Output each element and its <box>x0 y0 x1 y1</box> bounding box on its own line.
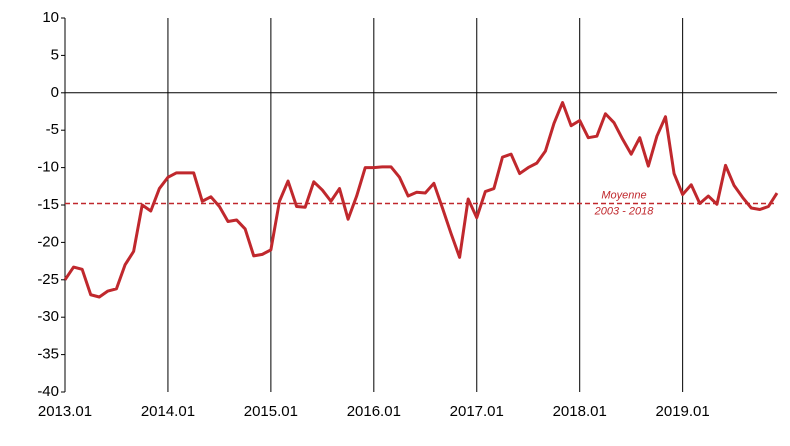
x-tick-label: 2013.01 <box>38 403 92 420</box>
x-tick-label: 2016.01 <box>347 403 401 420</box>
y-tick-label: 10 <box>42 9 59 26</box>
y-tick-label: -35 <box>37 346 59 363</box>
x-tick-label: 2019.01 <box>656 403 710 420</box>
x-tick-label: 2015.01 <box>244 403 298 420</box>
y-tick-label: 5 <box>51 46 59 63</box>
y-tick-label: -15 <box>37 196 59 213</box>
y-tick-label: -40 <box>37 383 59 400</box>
y-tick-label: -25 <box>37 271 59 288</box>
x-tick-label: 2014.01 <box>141 403 195 420</box>
x-tick-label: 2017.01 <box>450 403 504 420</box>
y-tick-label: -30 <box>37 308 59 325</box>
series-line <box>63 101 779 299</box>
y-tick-label: -5 <box>46 121 59 138</box>
reference-label: 2003 - 2018 <box>594 205 655 217</box>
y-tick-label: -10 <box>37 159 59 176</box>
y-tick-label: -20 <box>37 233 59 250</box>
x-tick-label: 2018.01 <box>553 403 607 420</box>
y-tick-label: 0 <box>51 84 59 101</box>
reference-label: Moyenne <box>601 189 646 201</box>
